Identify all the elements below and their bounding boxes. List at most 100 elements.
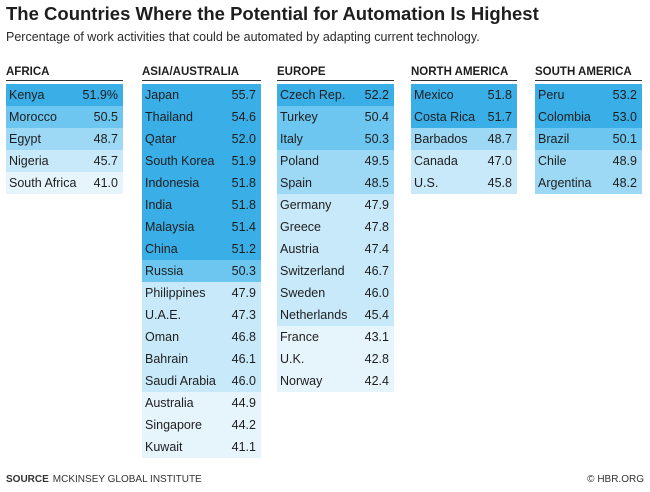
table-row: Italy 50.3 [277,128,394,150]
automation-value: 45.8 [487,176,512,190]
automation-value: 51.7 [487,110,512,124]
automation-value: 51.2 [231,242,256,256]
automation-value: 50.3 [364,132,389,146]
source-text: MCKINSEY GLOBAL INSTITUTE [52,474,202,485]
country-name: Germany [280,198,332,212]
table-row: China 51.2 [142,238,261,260]
automation-value: 47.8 [364,220,389,234]
country-name: Philippines [145,286,206,300]
country-name: Switzerland [280,264,345,278]
country-name: Czech Rep. [280,88,346,102]
country-name: Colombia [538,110,591,124]
automation-value: 45.4 [364,308,389,322]
table-row: Egypt 48.7 [6,128,123,150]
region-rows: Czech Rep. 52.2 Turkey 50.4 Italy 50.3 Poland 4… [277,84,394,392]
country-name: Australia [145,396,194,410]
chart-title: The Countries Where the Potential for Au… [6,3,539,24]
table-row: Peru 53.2 [535,84,642,106]
country-name: Chile [538,154,567,168]
table-row: Turkey 50.4 [277,106,394,128]
automation-value: 46.1 [231,352,256,366]
country-name: Singapore [145,418,202,432]
country-name: Kenya [9,88,45,102]
region-column-africa: AFRICA Kenya 51.9% Morocco 50.5 Egypt 48.7 Nig… [6,64,123,194]
country-name: Austria [280,242,319,256]
region-rows: Peru 53.2 Colombia 53.0 Brazil 50.1 Chile 48.9 A… [535,84,642,194]
table-row: Japan 55.7 [142,84,261,106]
automation-value: 53.0 [612,110,637,124]
automation-value: 48.2 [612,176,637,190]
table-row: Thailand 54.6 [142,106,261,128]
table-row: Sweden 46.0 [277,282,394,304]
table-row: Norway 42.4 [277,370,394,392]
automation-value: 45.7 [93,154,118,168]
table-row: France 43.1 [277,326,394,348]
table-row: Barbados 48.7 [411,128,517,150]
table-row: Colombia 53.0 [535,106,642,128]
automation-value: 47.3 [231,308,256,322]
country-name: Thailand [145,110,193,124]
table-row: Canada 47.0 [411,150,517,172]
region-header: AFRICA [6,64,123,81]
country-name: Sweden [280,286,326,300]
automation-value: 44.2 [231,418,256,432]
country-name: Barbados [414,132,468,146]
table-row: Kenya 51.9% [6,84,123,106]
automation-value: 55.7 [231,88,256,102]
country-name: Russia [145,264,184,278]
automation-value: 46.0 [364,286,389,300]
country-name: Italy [280,132,303,146]
automation-value: 51.8 [487,88,512,102]
table-row: U.S. 45.8 [411,172,517,194]
automation-value: 48.7 [93,132,118,146]
automation-value: 41.1 [231,440,256,454]
country-name: Qatar [145,132,177,146]
table-row: Kuwait 41.1 [142,436,261,458]
country-name: China [145,242,178,256]
country-name: Oman [145,330,180,344]
table-row: Czech Rep. 52.2 [277,84,394,106]
country-name: Indonesia [145,176,200,190]
region-column-asia-australia: ASIA/AUSTRALIA Japan 55.7 Thailand 54.6 Qata… [142,64,261,458]
region-column-south-america: SOUTH AMERICA Peru 53.2 Colombia 53.0 Brazil… [535,64,642,194]
country-name: Canada [414,154,458,168]
automation-value: 52.2 [364,88,389,102]
table-row: Russia 50.3 [142,260,261,282]
country-name: Norway [280,374,323,388]
automation-value: 50.3 [231,264,256,278]
table-row: South Africa 41.0 [6,172,123,194]
automation-value: 51.9 [231,154,256,168]
table-row: India 51.8 [142,194,261,216]
automation-value: 43.1 [364,330,389,344]
automation-value: 51.9% [82,88,118,102]
region-column-north-america: NORTH AMERICA Mexico 51.8 Costa Rica 51.7 Ba… [411,64,517,194]
country-name: U.K. [280,352,305,366]
country-name: Saudi Arabia [145,374,216,388]
country-name: Netherlands [280,308,348,322]
table-row: Oman 46.8 [142,326,261,348]
table-row: Poland 49.5 [277,150,394,172]
table-row: Germany 47.9 [277,194,394,216]
table-row: Philippines 47.9 [142,282,261,304]
table-row: Mexico 51.8 [411,84,517,106]
chart-subtitle: Percentage of work activities that could… [6,30,480,44]
table-row: Spain 48.5 [277,172,394,194]
country-name: Malaysia [145,220,195,234]
country-name: Mexico [414,88,454,102]
automation-value: 42.8 [364,352,389,366]
country-name: Spain [280,176,312,190]
table-row: Netherlands 45.4 [277,304,394,326]
country-name: Nigeria [9,154,49,168]
automation-value: 50.5 [93,110,118,124]
automation-value: 50.1 [612,132,637,146]
table-row: Greece 47.8 [277,216,394,238]
table-row: Argentina 48.2 [535,172,642,194]
automation-value: 48.5 [364,176,389,190]
country-name: Morocco [9,110,57,124]
automation-value: 47.9 [231,286,256,300]
automation-value: 44.9 [231,396,256,410]
table-row: Switzerland 46.7 [277,260,394,282]
automation-value: 46.0 [231,374,256,388]
country-name: France [280,330,319,344]
table-row: U.K. 42.8 [277,348,394,370]
